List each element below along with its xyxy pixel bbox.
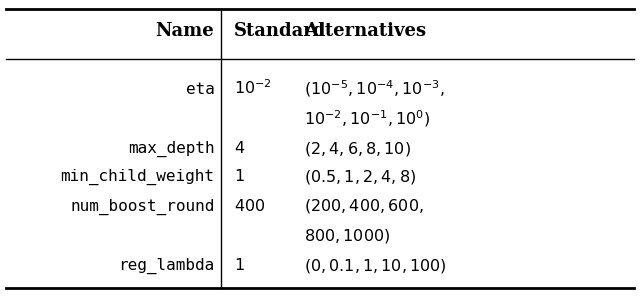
Text: $(2, 4, 6, 8, 10)$: $(2, 4, 6, 8, 10)$ — [304, 140, 411, 157]
Text: $(10^{-5}, 10^{-4}, 10^{-3},$: $(10^{-5}, 10^{-4}, 10^{-3},$ — [304, 79, 445, 99]
Text: Alternatives: Alternatives — [304, 22, 426, 40]
Text: $10^{-2}$: $10^{-2}$ — [234, 80, 271, 98]
Text: $1$: $1$ — [234, 168, 244, 185]
Text: Name: Name — [156, 22, 214, 40]
Text: $(0, 0.1, 1, 10, 100)$: $(0, 0.1, 1, 10, 100)$ — [304, 257, 447, 275]
Text: eta: eta — [186, 82, 214, 97]
Text: $10^{-2}, 10^{-1}, 10^{0})$: $10^{-2}, 10^{-1}, 10^{0})$ — [304, 108, 430, 129]
Text: min_child_weight: min_child_weight — [60, 169, 214, 185]
Text: num_boost_round: num_boost_round — [70, 198, 214, 214]
Text: $800, 1000)$: $800, 1000)$ — [304, 227, 390, 245]
Text: reg_lambda: reg_lambda — [118, 258, 214, 274]
Text: $1$: $1$ — [234, 257, 244, 274]
Text: $4$: $4$ — [234, 140, 244, 157]
Text: $(0.5, 1, 2, 4, 8)$: $(0.5, 1, 2, 4, 8)$ — [304, 168, 416, 186]
Text: Standard: Standard — [234, 22, 326, 40]
Text: $400$: $400$ — [234, 198, 265, 215]
Text: $(200, 400, 600,$: $(200, 400, 600,$ — [304, 198, 424, 215]
Text: max_depth: max_depth — [128, 140, 214, 157]
